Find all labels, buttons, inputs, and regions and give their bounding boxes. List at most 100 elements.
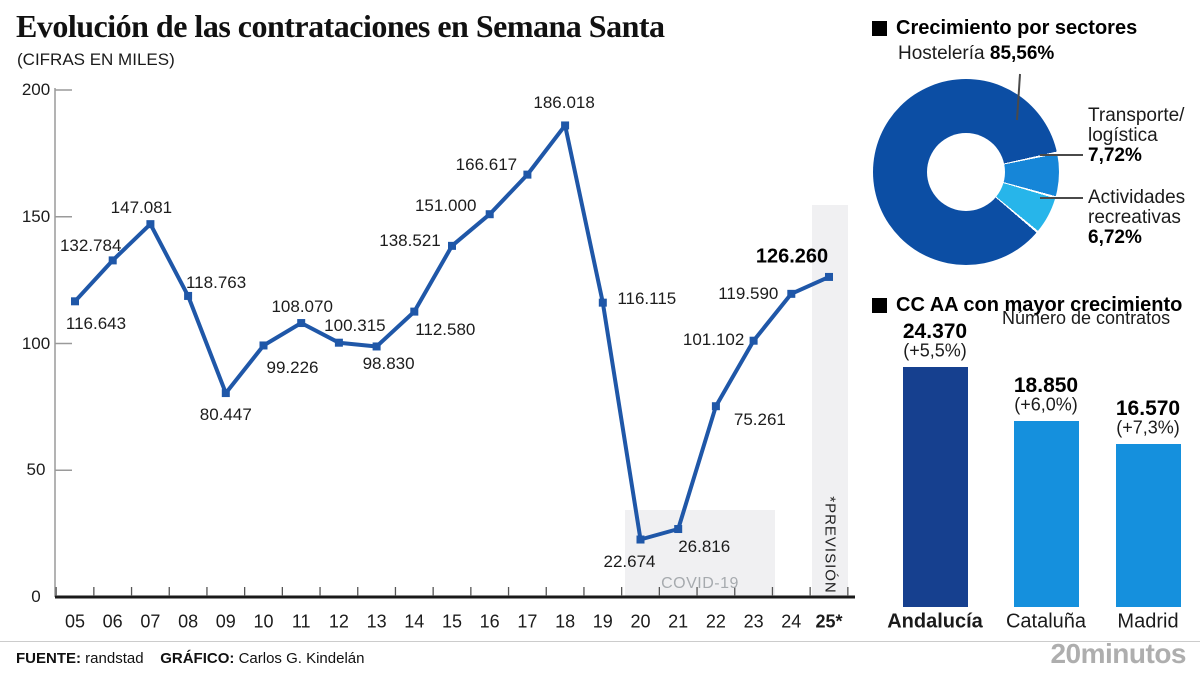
y-axis-label: 150 <box>21 206 51 226</box>
value-label: 119.590 <box>718 283 779 303</box>
y-axis-label: 100 <box>21 333 51 353</box>
footer-divider <box>0 641 1200 642</box>
data-point <box>146 220 155 229</box>
donut-segment-label: Actividades recreativas 6,72% <box>1088 188 1185 248</box>
value-label: 138.521 <box>379 230 441 250</box>
bar-madrid <box>1115 444 1181 607</box>
x-axis-label: 16 <box>479 611 500 632</box>
value-label: 166.617 <box>455 154 518 174</box>
sectors-section-title: Crecimiento por sectores <box>896 17 1138 39</box>
x-axis-label: 11 <box>291 611 311 632</box>
y-axis-label: 50 <box>26 460 46 480</box>
segment-pct: 7,72% <box>1088 145 1142 166</box>
y-axis-label: 0 <box>31 587 41 606</box>
value-label: 101.102 <box>682 329 745 349</box>
value-label: 100.315 <box>324 315 386 335</box>
bar-category-label: Madrid <box>1117 610 1179 633</box>
value-label: 116.643 <box>65 314 127 334</box>
footer-credits: FUENTE: randstad GRÁFICO: Carlos G. Kind… <box>16 650 364 667</box>
value-label: 147.081 <box>110 198 173 218</box>
x-axis-label: 20 <box>630 611 651 632</box>
donut-segment-label: Transporte/logística 7,72% <box>1088 106 1184 166</box>
brand-logo: 20minutos <box>1050 638 1186 669</box>
covid-annotation: COVID-19 <box>661 575 739 592</box>
value-label: 75.261 <box>733 410 786 430</box>
prevision-annotation: *PREVISIÓN <box>821 496 839 594</box>
x-axis-label: 07 <box>140 611 161 632</box>
x-axis-label: 14 <box>404 611 425 632</box>
data-point <box>448 241 456 250</box>
data-point <box>372 342 381 351</box>
value-label: 116.115 <box>617 288 677 308</box>
value-label: 186.018 <box>533 93 595 113</box>
data-point <box>259 341 268 350</box>
value-label: 80.447 <box>199 405 252 425</box>
segment-pct: 6,72% <box>1088 227 1142 248</box>
x-axis-label: 09 <box>215 611 236 632</box>
donut-hole <box>927 133 1005 211</box>
x-axis-label: 13 <box>366 611 387 632</box>
page-subtitle: (CIFRAS EN MILES) <box>17 50 175 69</box>
bar-pct-label: (+6,0%) <box>1014 394 1078 415</box>
value-label: 132.784 <box>59 236 122 256</box>
x-axis-label: 06 <box>102 611 123 632</box>
x-axis-label: 23 <box>743 611 764 632</box>
data-point <box>598 298 607 307</box>
source-value: randstad <box>85 650 144 667</box>
segment-name: Transporte/ <box>1088 105 1185 126</box>
x-axis-label: 22 <box>705 611 726 632</box>
data-point <box>523 170 532 179</box>
x-axis-label: 17 <box>517 611 538 632</box>
x-axis-label: 19 <box>592 611 613 632</box>
ccaa-section-title: CC AA con mayor crecimiento <box>896 294 1183 316</box>
segment-name: recreativas <box>1088 207 1181 228</box>
data-point <box>485 210 494 219</box>
bar-value-label: 18.850 <box>1013 374 1079 397</box>
value-label: 126.260 <box>755 245 829 268</box>
bar-cataluña <box>1013 421 1079 607</box>
square-bullet-icon <box>872 298 887 313</box>
data-point <box>561 121 570 130</box>
x-axis-label: 24 <box>781 611 802 632</box>
x-axis-label: 12 <box>328 611 349 632</box>
source-label: FUENTE: <box>16 650 81 667</box>
x-axis-label: 25* <box>815 611 843 632</box>
value-label: 99.226 <box>266 358 319 378</box>
value-label: 22.674 <box>603 551 656 571</box>
sectors-section-header: Crecimiento por sectores <box>872 17 1137 40</box>
data-point <box>184 291 193 300</box>
bar-value-label: 16.570 <box>1115 397 1181 420</box>
data-point <box>825 272 833 281</box>
value-label: 108.070 <box>271 297 333 317</box>
data-point <box>221 389 230 398</box>
data-point <box>787 289 796 298</box>
bar-pct-label: (+7,3%) <box>1116 417 1180 438</box>
value-label: 26.816 <box>678 537 731 557</box>
page-title: Evolución de las contrataciones en Seman… <box>16 8 665 44</box>
square-bullet-icon <box>872 21 887 36</box>
credit-label: GRÁFICO: <box>160 650 235 667</box>
value-label: 151.000 <box>414 196 477 216</box>
donut-segment-label: Hostelería 85,56% <box>898 44 1054 64</box>
data-point <box>334 338 343 347</box>
x-axis-label: 21 <box>668 611 689 632</box>
x-axis-label: 08 <box>178 611 199 632</box>
data-point <box>71 297 79 306</box>
bar-chart-subtitle: Número de contratos <box>1002 308 1171 328</box>
x-axis-label: 05 <box>64 611 86 632</box>
segment-name: Hostelería <box>898 43 990 64</box>
data-point <box>674 525 683 534</box>
x-axis-label: 10 <box>253 611 274 632</box>
ccaa-section-header: CC AA con mayor crecimiento <box>872 294 1182 317</box>
data-point <box>636 535 645 544</box>
bar-category-label: Andalucía <box>887 610 983 633</box>
bar-andalucía <box>902 367 968 607</box>
data-point <box>410 307 419 316</box>
data-point <box>297 319 306 328</box>
data-point <box>749 336 758 345</box>
segment-name: Actividades <box>1088 187 1186 208</box>
data-point <box>108 256 117 265</box>
credit-value: Carlos G. Kindelán <box>238 650 365 667</box>
segment-name: logística <box>1088 125 1158 146</box>
